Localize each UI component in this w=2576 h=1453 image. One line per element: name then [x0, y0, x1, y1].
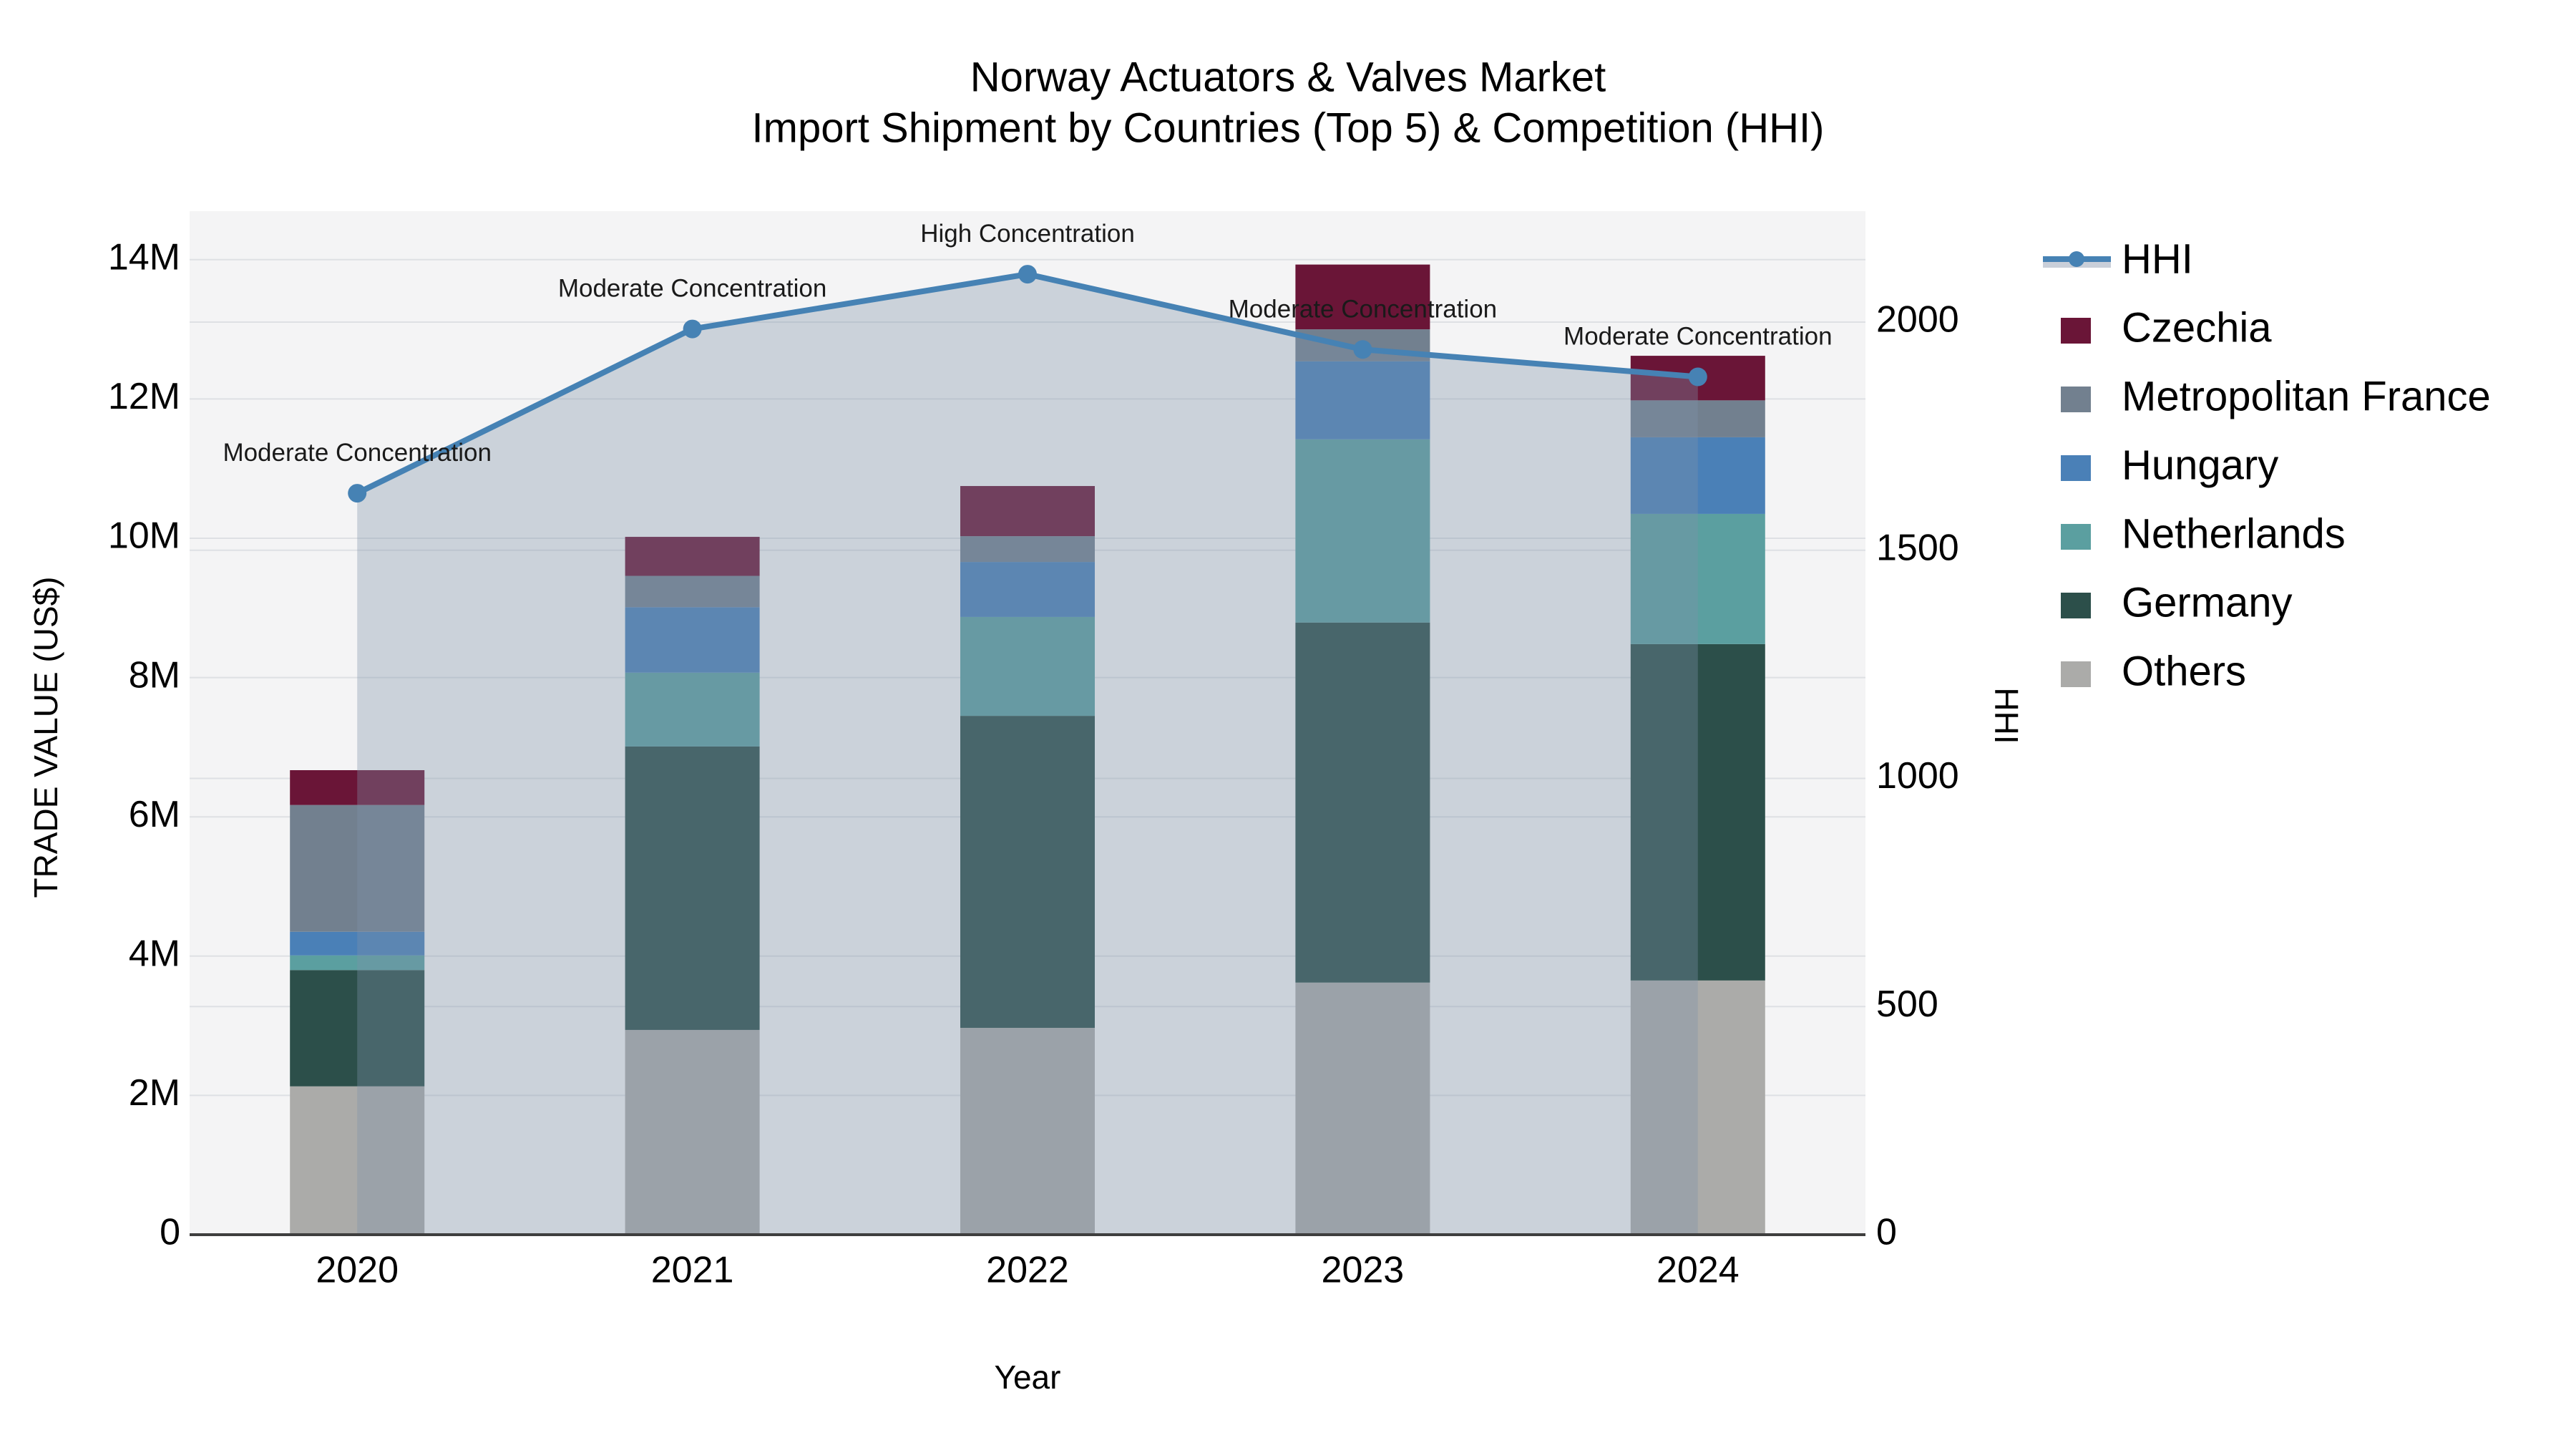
bar-segment-metropolitan-france[interactable]	[960, 536, 1095, 563]
y-left-tick-14M: 14M	[108, 237, 180, 278]
legend-hhi-marker	[2069, 251, 2084, 267]
x-tick-2020: 2020	[316, 1250, 399, 1291]
y-right-tick-500: 500	[1876, 983, 1938, 1025]
legend-swatch-germany	[2061, 593, 2091, 618]
legend-label-hhi[interactable]: HHI	[2122, 235, 2193, 282]
bar-segment-netherlands[interactable]	[625, 672, 760, 747]
y-right-tick-0: 0	[1876, 1212, 1897, 1253]
annotation-2023: Moderate Concentration	[1229, 295, 1498, 323]
hhi-area-fill	[357, 274, 1698, 1235]
y-left-tick-2M: 2M	[129, 1072, 180, 1114]
bar-segment-others[interactable]	[1295, 982, 1430, 1235]
y-left-tick-8M: 8M	[129, 654, 180, 696]
legend-label-metropolitan-france[interactable]: Metropolitan France	[2122, 373, 2491, 419]
x-tick-2023: 2023	[1322, 1250, 1405, 1291]
legend-swatch-hungary	[2061, 455, 2091, 481]
chart-title-line2: Import Shipment by Countries (Top 5) & C…	[752, 105, 1825, 151]
bar-segment-hungary[interactable]	[1630, 437, 1765, 514]
y-right-tick-2000: 2000	[1876, 299, 1959, 341]
x-axis-title: Year	[995, 1359, 1061, 1396]
legend-label-czechia[interactable]: Czechia	[2122, 304, 2272, 351]
y-right-tick-1000: 1000	[1876, 755, 1959, 797]
annotation-2021: Moderate Concentration	[558, 275, 827, 303]
legend-swatch-netherlands	[2061, 524, 2091, 550]
bar-segment-hungary[interactable]	[290, 931, 425, 956]
x-tick-2024: 2024	[1657, 1250, 1740, 1291]
bar-segment-czechia[interactable]	[1295, 264, 1430, 330]
hhi-point-2020[interactable]	[348, 484, 367, 503]
annotation-2022: High Concentration	[920, 220, 1135, 248]
y-right-tick-1500: 1500	[1876, 527, 1959, 568]
bar-segment-germany[interactable]	[290, 970, 425, 1087]
bar-segment-germany[interactable]	[625, 746, 760, 1030]
hhi-point-2022[interactable]	[1018, 265, 1037, 284]
legend-swatch-czechia	[2061, 318, 2091, 344]
bar-segment-netherlands[interactable]	[1295, 439, 1430, 623]
x-tick-2021: 2021	[651, 1250, 734, 1291]
bar-segment-hungary[interactable]	[960, 562, 1095, 617]
y-left-tick-4M: 4M	[129, 933, 180, 975]
bar-segment-netherlands[interactable]	[290, 955, 425, 971]
x-tick-2022: 2022	[986, 1250, 1069, 1291]
bar-segment-netherlands[interactable]	[960, 616, 1095, 716]
bar-segment-czechia[interactable]	[960, 486, 1095, 537]
bar-segment-metropolitan-france[interactable]	[625, 575, 760, 608]
legend-label-hungary[interactable]: Hungary	[2122, 442, 2278, 488]
y-left-tick-12M: 12M	[108, 376, 180, 417]
bar-segment-others[interactable]	[290, 1086, 425, 1235]
bar-segment-hungary[interactable]	[625, 607, 760, 673]
bar-segment-germany[interactable]	[1630, 643, 1765, 981]
legend-swatch-metropolitan-france	[2061, 387, 2091, 412]
bar-segment-hungary[interactable]	[1295, 361, 1430, 439]
bar-segment-germany[interactable]	[1295, 622, 1430, 983]
hhi-point-2021[interactable]	[683, 319, 702, 339]
annotation-2020: Moderate Concentration	[223, 439, 492, 467]
bar-segment-metropolitan-france[interactable]	[290, 805, 425, 932]
bar-segment-czechia[interactable]	[290, 770, 425, 805]
legend-label-netherlands[interactable]: Netherlands	[2122, 510, 2346, 557]
bar-segment-others[interactable]	[960, 1028, 1095, 1235]
hhi-point-2024[interactable]	[1688, 367, 1707, 387]
y-axis-left-title: TRADE VALUE (US$)	[27, 576, 64, 898]
y-axis-right-title: HHI	[1988, 687, 2025, 744]
bar-segment-germany[interactable]	[960, 716, 1095, 1029]
bar-segment-metropolitan-france[interactable]	[1630, 400, 1765, 437]
y-left-tick-0: 0	[160, 1212, 180, 1253]
legend-label-others[interactable]: Others	[2122, 648, 2246, 694]
legend-label-germany[interactable]: Germany	[2122, 579, 2293, 626]
legend-swatch-others	[2061, 661, 2091, 687]
bar-segment-others[interactable]	[1630, 980, 1765, 1235]
y-left-tick-6M: 6M	[129, 794, 180, 835]
bar-segment-netherlands[interactable]	[1630, 513, 1765, 644]
chart-title-line1: Norway Actuators & Valves Market	[970, 54, 1606, 100]
bar-segment-others[interactable]	[625, 1029, 760, 1235]
hhi-point-2023[interactable]	[1353, 340, 1372, 359]
annotation-2024: Moderate Concentration	[1563, 323, 1833, 351]
bar-segment-czechia[interactable]	[625, 537, 760, 576]
y-left-tick-10M: 10M	[108, 515, 180, 557]
